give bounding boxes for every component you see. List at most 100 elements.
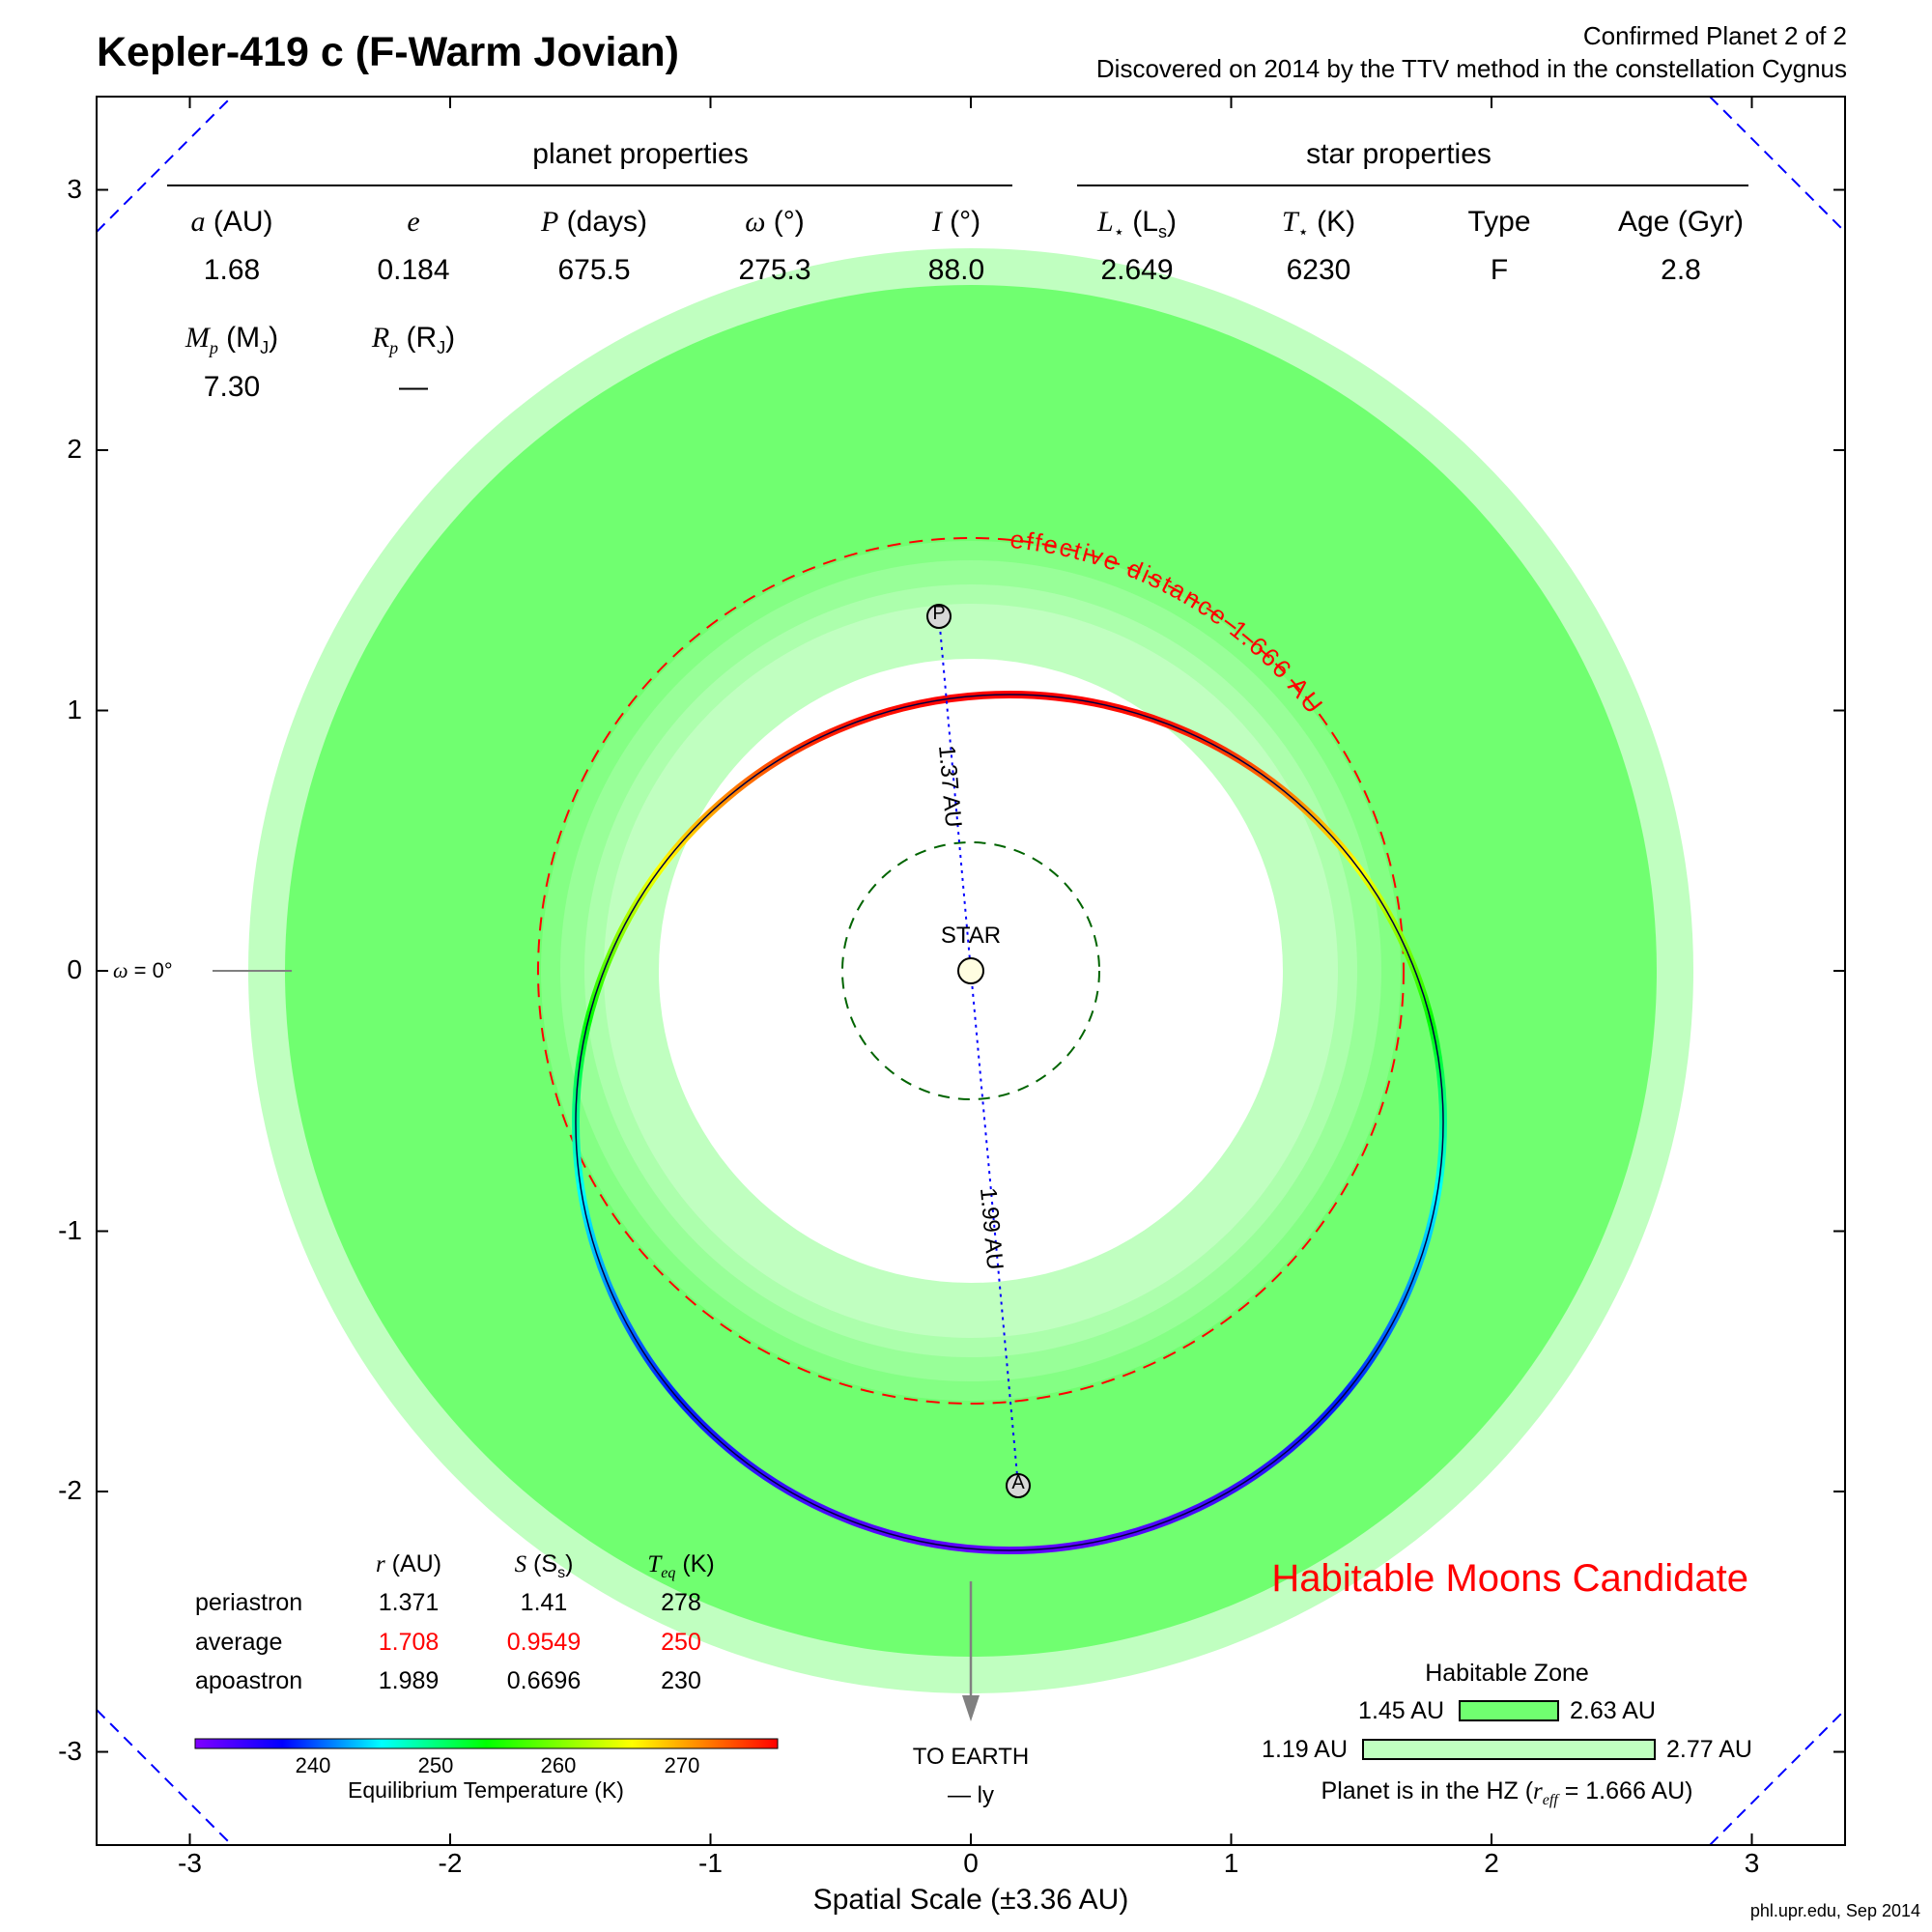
Rp-sub: p [389,338,399,357]
Rp-value: — [399,371,428,403]
Rp-unit-sub: J [437,338,446,357]
omega-zero-text: = 0° [128,958,173,982]
L-unit-sub: s [1157,222,1167,242]
y-tick-label: 1 [67,694,82,724]
Rp-close: ) [445,322,456,354]
hz-status-sub: eff [1542,1792,1558,1808]
row-apoastron-S: 0.6696 [506,1667,582,1694]
r-col-header: r (AU) [376,1550,441,1578]
Rp-header: Rp (RJ) [372,322,455,358]
T-unit: (K) [1308,206,1356,238]
row-periastron-r: 1.371 [378,1589,440,1616]
x-tick-label: -1 [698,1848,723,1878]
discovery-info: Discovered on 2014 by the TTV method in … [1095,54,1847,83]
type-header: Type [1467,206,1531,238]
colorbar-tick-240: 240 [295,1753,331,1777]
omega-unit: (°) [765,206,805,238]
omega-value: 275.3 [738,254,811,286]
omega-symbol-header: ω [745,206,766,238]
L-close: ) [1166,206,1177,238]
I-unit: (°) [941,206,981,238]
x-axis-label: Spatial Scale (±3.36 AU) [812,1884,1129,1916]
hz-status-pre: Planet is in the HZ ( [1321,1777,1534,1804]
periastron-marker-label: P [932,603,946,624]
corner-arc-tr [1709,97,1845,233]
a-symbol: a [190,206,206,238]
planet-orbit-line [575,694,1444,1551]
Mp-header: Mp (MJ) [185,322,278,358]
omega-symbol: ω [113,958,128,982]
Teq-col-header: Teq (K) [647,1550,714,1582]
row-apoastron-label: apoastron [195,1667,303,1694]
corner-arc-br [1709,1709,1845,1845]
hz-optimistic-bar [1362,1739,1656,1760]
a-unit: (AU) [205,206,273,238]
Mp-symbol: M [185,322,210,354]
Mp-unit-sub: J [260,338,270,357]
apo-distance-line [970,970,1019,1487]
star-label: STAR [940,923,1002,949]
Mp-value: 7.30 [203,371,261,403]
S-col-header: S (Ss) [515,1550,574,1582]
type-value: F [1490,254,1509,286]
planet-properties-heading: planet properties [532,138,749,170]
S-unit: (S [526,1550,558,1577]
row-apoastron-r: 1.989 [378,1667,440,1694]
I-header: I (°) [932,206,980,239]
star-zone-circle [841,841,1100,1100]
row-apoastron-T: 230 [661,1667,701,1694]
L-symbol: L [1097,206,1114,238]
T-eq-symbol: T [647,1551,662,1577]
temperature-colorbar [194,1738,779,1749]
peri-distance-line [938,615,972,972]
habitable-moons-candidate: Habitable Moons Candidate [1271,1557,1748,1600]
P-unit: (days) [558,206,648,238]
apoastron-marker [1006,1473,1031,1498]
hz-outer-max: 2.77 AU [1666,1736,1752,1763]
hz-status: Planet is in the HZ (reff = 1.666 AU) [1321,1777,1693,1809]
x-tick-label: -3 [178,1848,202,1878]
x-tick-label: 1 [1223,1848,1239,1878]
r-unit: (AU) [384,1550,442,1577]
Rp-unit: (R [398,322,438,354]
hz-outer-min: 1.19 AU [1262,1736,1348,1763]
effective-distance-circle [537,537,1405,1405]
P-header: P (days) [541,206,647,239]
row-periastron-T: 278 [661,1589,701,1616]
colorbar-tick-260: 260 [540,1753,577,1777]
L-unit: (L [1123,206,1158,238]
row-average-T: 250 [661,1629,701,1656]
T-header: T⋆ (K) [1282,206,1355,242]
P-symbol: P [540,206,559,238]
corner-arc-bl [97,1709,233,1845]
row-average-label: average [195,1629,283,1656]
T-star-sub: ⋆ [1297,222,1309,242]
colorbar-tick-270: 270 [664,1753,700,1777]
star-dot [957,957,984,984]
r-symbol: r [375,1551,385,1577]
axis-ticks [97,97,1845,1845]
corner-arc-tl [97,97,233,233]
Mp-sub: p [209,338,218,357]
S-symbol: S [514,1551,527,1577]
y-tick-label: 0 [67,954,82,984]
apoastron-marker-label: A [1011,1472,1025,1493]
x-tick-label: 2 [1484,1848,1499,1878]
colorbar-label: Equilibrium Temperature (K) [348,1777,624,1803]
T-symbol: T [1281,206,1298,238]
hz-status-r: r [1533,1778,1543,1804]
y-tick-label: -3 [58,1735,82,1766]
star-properties-heading: star properties [1306,138,1492,170]
omega-header: ω (°) [745,206,805,239]
x-tick-label: 3 [1744,1848,1760,1878]
row-average-S: 0.9549 [506,1629,582,1656]
age-header: Age (Gyr) [1617,206,1745,238]
T-value: 6230 [1286,254,1351,286]
I-value: 88.0 [927,254,985,286]
row-average-r: 1.708 [378,1629,440,1656]
hz-status-post: = 1.666 AU) [1557,1777,1693,1804]
credit-text: phl.upr.edu, Sep 2014 [1749,1901,1920,1920]
L-header: L⋆ (Ls) [1097,206,1177,242]
row-periastron-label: periastron [195,1589,303,1616]
